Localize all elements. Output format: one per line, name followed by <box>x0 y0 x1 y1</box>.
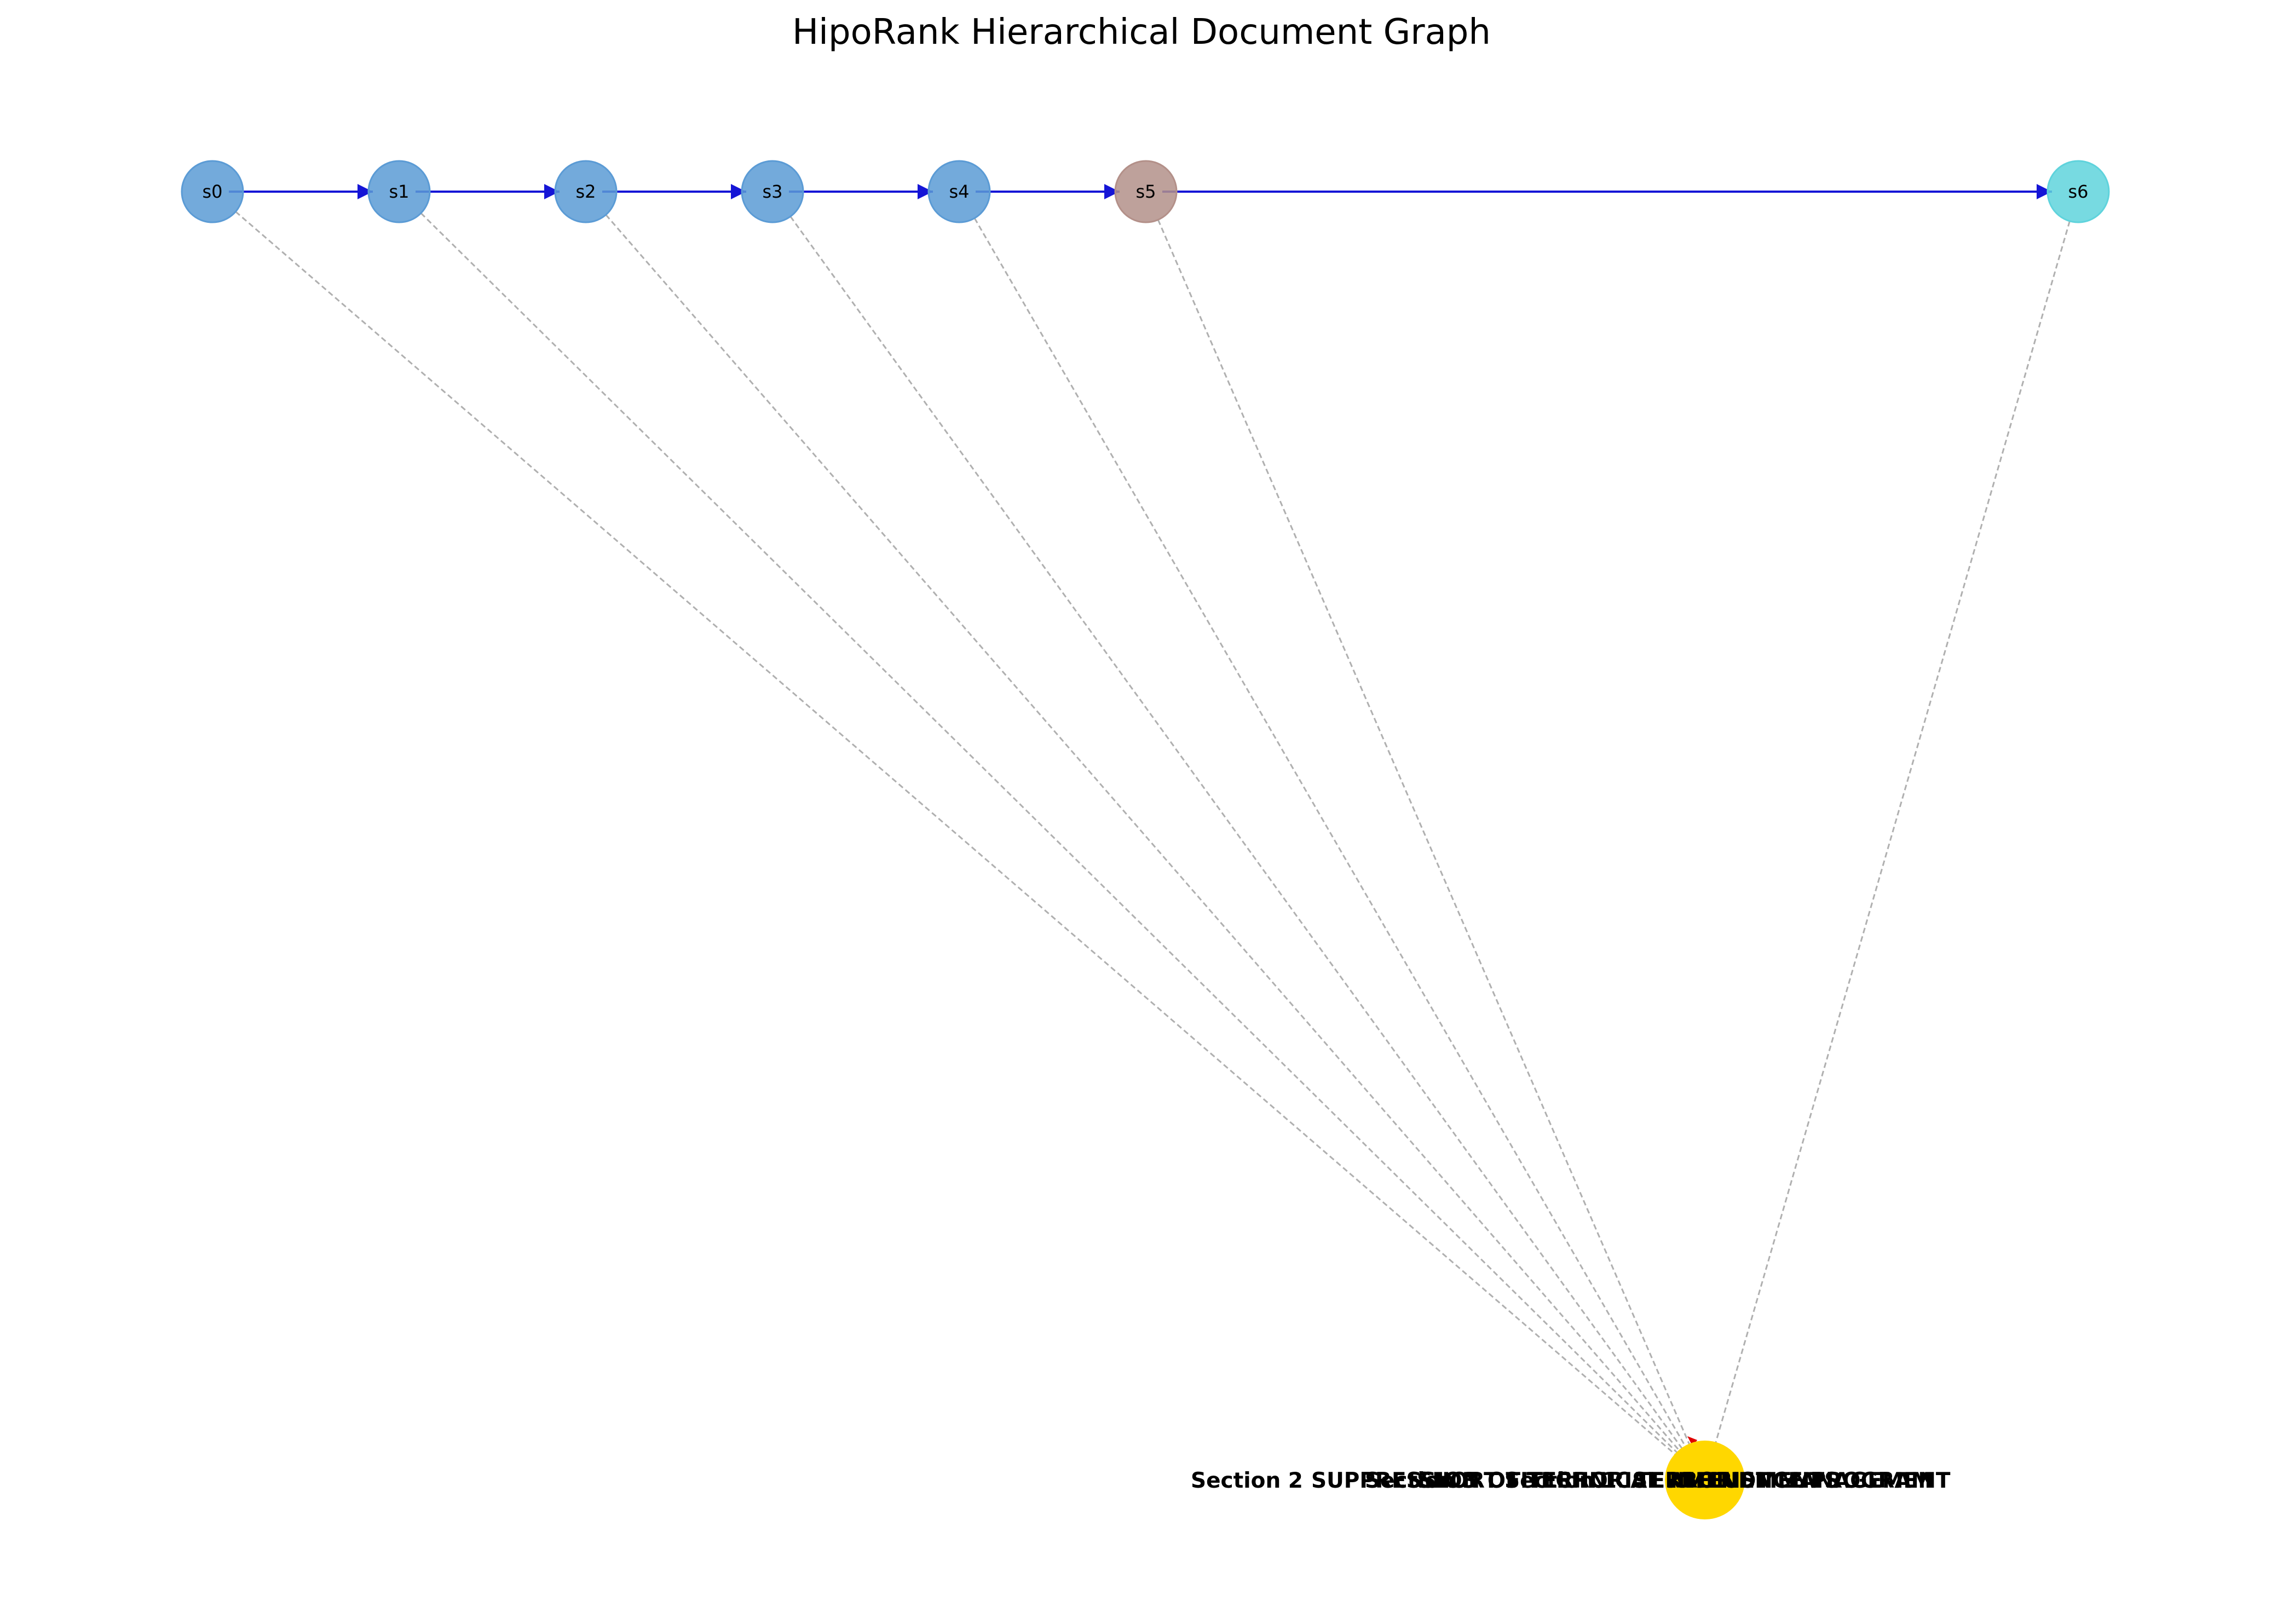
graph-title: HipoRank Hierarchical Document Graph <box>792 12 1491 53</box>
sentence-node-label: s5 <box>1135 181 1156 202</box>
hierarchy-edge-s1 <box>420 212 1682 1458</box>
sentence-node-circle <box>1114 160 1178 223</box>
sentence-node-label: s2 <box>575 181 596 202</box>
sentence-node-circle <box>741 160 804 223</box>
section-node-label: TERRORIST MANAGEMENT <box>1636 1468 1951 1493</box>
sentence-node-circle <box>367 160 431 223</box>
sentence-node-s3: s3 <box>741 160 804 223</box>
section-node-label: TECHNICAL AMENDMENTS <box>1526 1468 1840 1493</box>
hierarchy-edges <box>235 211 2071 1459</box>
hierarchy-edge-s0 <box>235 211 1681 1459</box>
section-node-label: SUPPRESSION OF TERRORIST INFLUENCE PROGR… <box>1311 1468 1932 1493</box>
hierarchy-edge-s5 <box>1157 219 1693 1450</box>
sentence-node-label: s1 <box>389 181 409 202</box>
sentence-node-s5: s5 <box>1114 160 1178 223</box>
sentence-node-s4: s4 <box>927 160 991 223</box>
sentence-node-circle <box>2046 160 2110 223</box>
sentence-node-s0: s0 <box>181 160 244 223</box>
sentence-node-circle <box>554 160 618 223</box>
sentence-node-label: s0 <box>202 181 222 202</box>
sentence-node-label: s3 <box>762 181 782 202</box>
sentence-node-label: s6 <box>2068 181 2088 202</box>
sentence-node-circle <box>181 160 244 223</box>
section-arrowhead <box>1687 1436 1697 1447</box>
sentence-node-s6: s6 <box>2046 160 2110 223</box>
hierarchy-edge-s2 <box>605 214 1684 1456</box>
sentence-nodes: s0 s1 s2 s3 s4 s5 s6 <box>181 160 2110 223</box>
section-node-label: SHORT TITLE <box>1417 1468 1571 1493</box>
section-node-label: Section 2 <box>1191 1468 1303 1493</box>
sentence-node-s1: s1 <box>367 160 431 223</box>
hierarchy-edge-s6 <box>1713 221 2071 1449</box>
section-arrow <box>1687 1436 1697 1447</box>
sentence-node-s2: s2 <box>554 160 618 223</box>
section-node-circle <box>1665 1441 1745 1519</box>
hierarchy-edge-s3 <box>789 216 1687 1454</box>
section-node-group: Section 2 SUPPRESSION OF TERRORIST INFLUE… <box>1191 1441 1951 1519</box>
section-node-label: Section 1 <box>1504 1468 1617 1493</box>
sentence-node-label: s4 <box>949 181 969 202</box>
hierarchy-edge-s4 <box>973 217 1690 1452</box>
sentence-node-circle <box>927 160 991 223</box>
section-node-label: Section 3 <box>1365 1468 1477 1493</box>
